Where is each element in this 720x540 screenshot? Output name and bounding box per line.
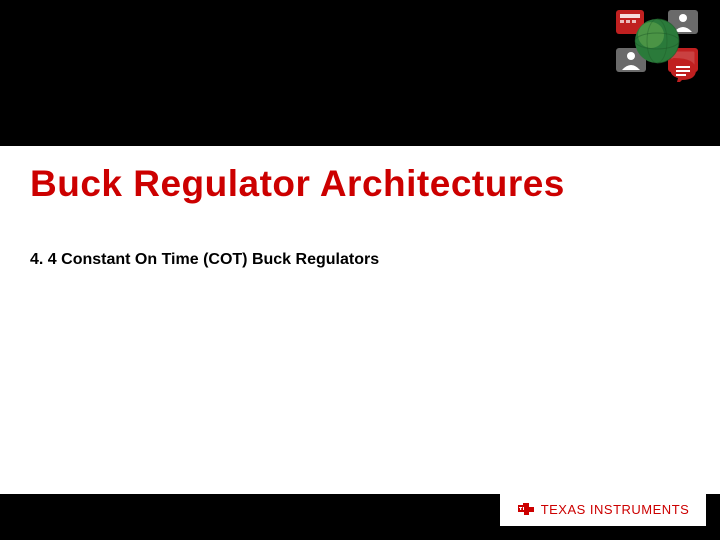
slide-title: Buck Regulator Architectures [30,164,690,205]
content-area: Buck Regulator Architectures 4. 4 Consta… [0,146,720,494]
corner-collage-icon [614,8,700,82]
slide-subtitle: 4. 4 Constant On Time (COT) Buck Regulat… [30,251,690,269]
footer-logo-box: TEXAS INSTRUMENTS [500,492,706,526]
footer-brand-text: TEXAS INSTRUMENTS [541,502,690,517]
top-black-band [0,0,720,146]
ti-chip-icon [517,502,535,516]
